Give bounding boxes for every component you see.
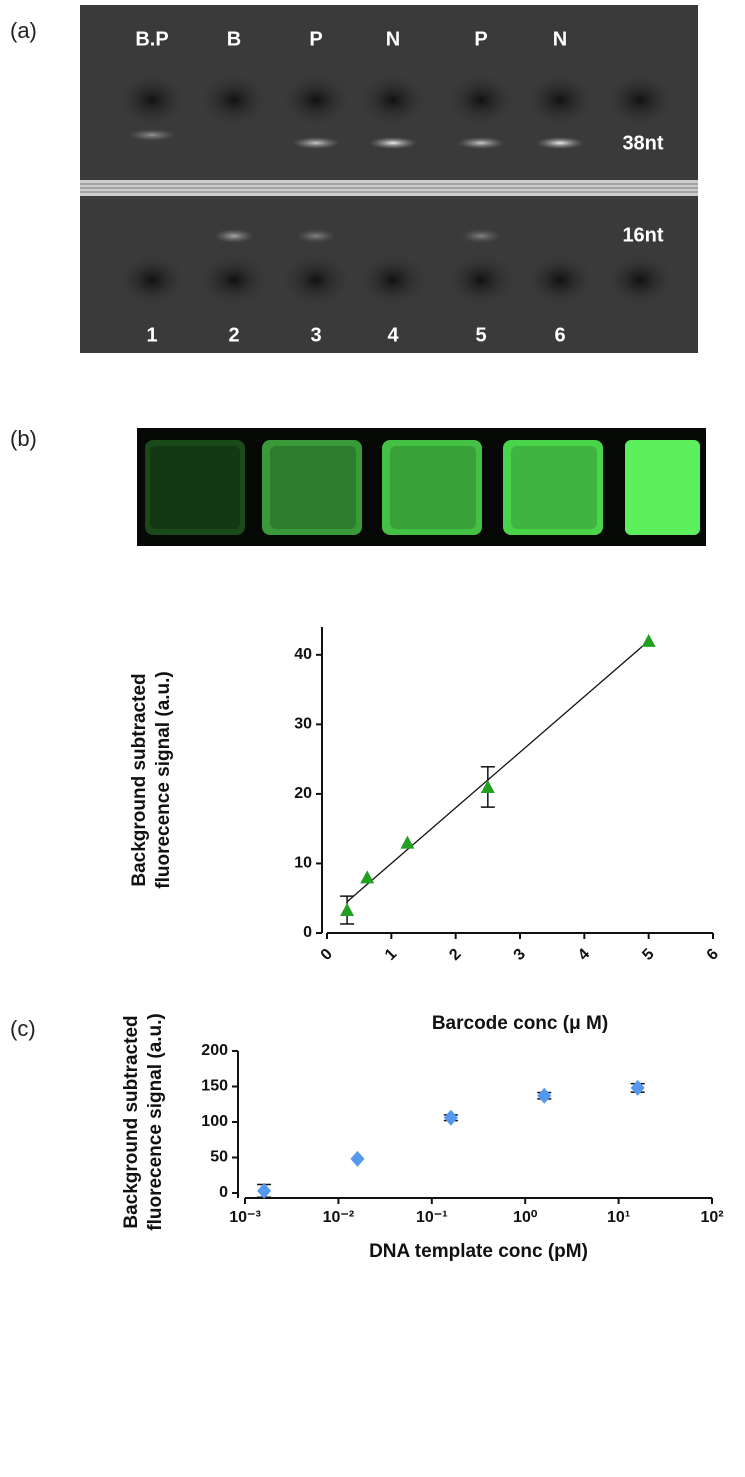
x-tick-label: 10⁰ [513, 1209, 538, 1226]
y-axis-label: fluorecence signal (a.u.) [145, 1013, 166, 1231]
data-point [257, 1182, 272, 1199]
lane-label: N [553, 28, 567, 50]
y-tick-label: 30 [294, 716, 312, 733]
well [357, 72, 429, 128]
band [457, 137, 505, 149]
lane-number: 3 [310, 324, 321, 346]
panel-label: (b) [10, 426, 37, 451]
y-tick-label: 0 [303, 924, 312, 941]
panel-label: (a) [10, 18, 37, 43]
band [296, 229, 336, 243]
y-tick-label: 150 [201, 1078, 228, 1095]
lane-label: B [227, 28, 241, 50]
band [461, 229, 501, 243]
x-tick-label: 10¹ [607, 1209, 630, 1226]
well [198, 252, 270, 308]
band-label: 38nt [622, 132, 663, 154]
well [445, 72, 517, 128]
fluorescence-image [137, 428, 706, 546]
x-tick-label: 6 [704, 946, 722, 964]
data-point [360, 870, 375, 884]
y-tick-label: 20 [294, 785, 312, 802]
data-point [630, 1079, 645, 1096]
well [280, 252, 352, 308]
y-tick-label: 10 [294, 855, 312, 872]
data-point [443, 1109, 458, 1126]
x-tick-label: 10⁻¹ [416, 1209, 448, 1226]
lane-label: P [474, 28, 487, 50]
well [116, 72, 188, 128]
y-axis-label: Background subtracted [121, 1015, 142, 1228]
x-tick-label: 10² [700, 1209, 723, 1226]
band-label: 16nt [622, 224, 663, 246]
band [214, 229, 254, 243]
well [604, 72, 676, 128]
data-point [400, 835, 415, 849]
y-tick-label: 50 [210, 1149, 228, 1166]
lane-label: N [386, 28, 400, 50]
fit-line [346, 640, 650, 903]
x-tick-label: 5 [639, 946, 657, 964]
x-tick-label: 10⁻² [323, 1209, 355, 1226]
x-axis-label: DNA template conc (pM) [369, 1241, 588, 1262]
panel-label: (c) [10, 1016, 36, 1041]
well [524, 72, 596, 128]
data-point [340, 903, 355, 917]
y-axis-label: Background subtracted [129, 673, 150, 886]
x-tick-label: 3 [511, 946, 529, 964]
lane-number: 2 [228, 324, 239, 346]
band [292, 137, 340, 149]
y-axis-label: fluorecence signal (a.u.) [153, 671, 174, 889]
y-tick-label: 200 [201, 1042, 228, 1059]
well [604, 252, 676, 308]
lane-number: 6 [554, 324, 565, 346]
x-tick-label: 0 [318, 946, 336, 964]
x-tick-label: 1 [382, 946, 400, 964]
x-axis-label: Barcode conc (μ M) [432, 1013, 608, 1034]
well [198, 72, 270, 128]
band [128, 129, 176, 141]
lane-number: 1 [146, 324, 157, 346]
x-tick-label: 4 [575, 946, 593, 964]
y-tick-label: 100 [201, 1113, 228, 1130]
x-tick-label: 10⁻³ [229, 1209, 261, 1226]
well [445, 252, 517, 308]
x-tick-label: 2 [446, 946, 464, 964]
y-tick-label: 40 [294, 646, 312, 663]
well [357, 252, 429, 308]
gel-image [80, 5, 698, 353]
band [369, 137, 417, 149]
data-point [537, 1087, 552, 1104]
data-point [480, 779, 495, 793]
well [524, 252, 596, 308]
data-point [641, 633, 656, 647]
data-point [350, 1150, 365, 1167]
lane-number: 4 [387, 324, 399, 346]
lane-label: B.P [135, 28, 168, 50]
band [536, 137, 584, 149]
lane-label: P [309, 28, 322, 50]
well [116, 252, 188, 308]
y-tick-label: 0 [219, 1184, 228, 1201]
lane-number: 5 [475, 324, 486, 346]
well [280, 72, 352, 128]
